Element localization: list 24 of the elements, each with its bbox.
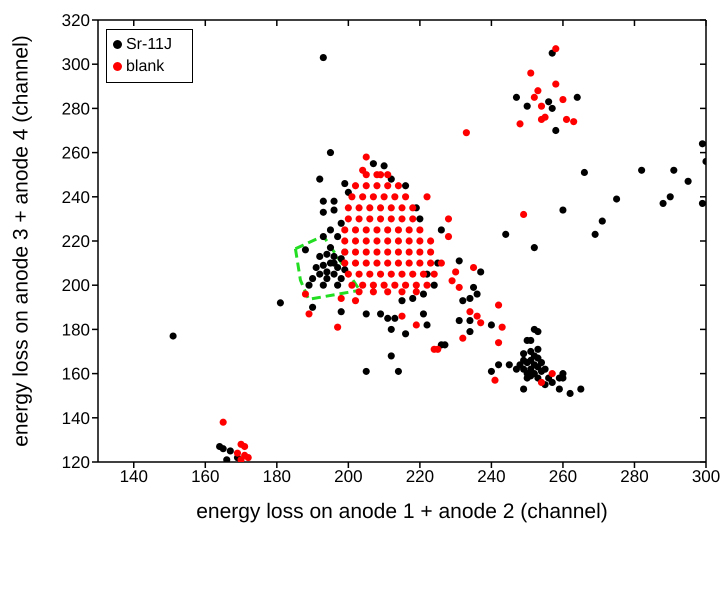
y-tick-label: 300 — [62, 55, 90, 74]
x-axis-title: energy loss on anode 1 + anode 2 (channel) — [196, 500, 608, 523]
y-tick-label: 180 — [62, 320, 90, 340]
legend-label: blank — [126, 58, 164, 75]
y-tick-label: 280 — [62, 99, 90, 118]
x-tick-label: 200 — [334, 467, 363, 486]
x-tick-label: 240 — [477, 467, 506, 486]
y-tick-label: 220 — [62, 232, 90, 252]
y-tick-label: 160 — [62, 364, 90, 384]
x-tick-label: 220 — [406, 467, 434, 486]
x-tick-label: 300 — [692, 467, 720, 486]
y-axis-title: energy loss on anode 3 + anode 4 (channel) — [9, 35, 32, 447]
y-tick-label: 120 — [62, 453, 90, 472]
x-tick-label: 260 — [548, 467, 578, 486]
y-tick-label: 320 — [62, 11, 90, 30]
x-tick-label: 140 — [120, 467, 148, 486]
x-tick-label: 180 — [262, 467, 292, 486]
x-tick-label: 160 — [191, 467, 220, 486]
y-tick-label: 140 — [62, 408, 90, 428]
x-tick-label: 280 — [620, 467, 649, 486]
legend-label: Sr-11J — [126, 36, 172, 53]
y-tick-label: 260 — [62, 144, 90, 163]
y-tick-label: 200 — [62, 276, 90, 296]
y-tick-label: 240 — [62, 188, 90, 207]
